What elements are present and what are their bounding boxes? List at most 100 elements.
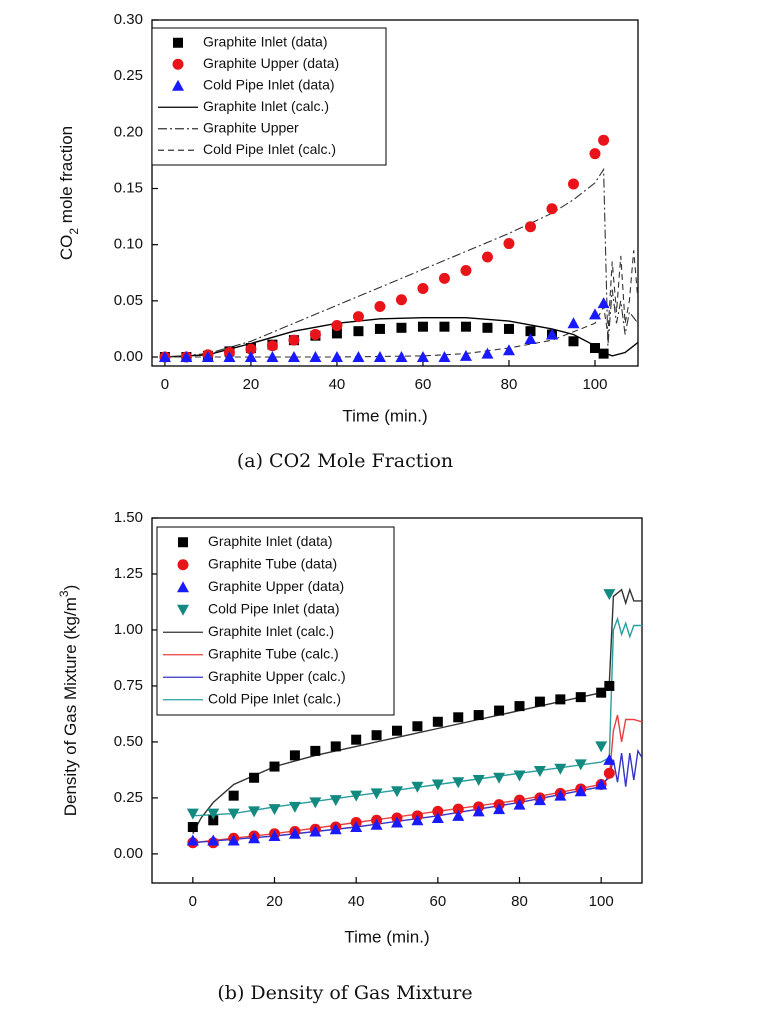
x-axis-label: Time (min.)	[344, 927, 429, 946]
data-point	[524, 333, 537, 345]
data-point	[494, 705, 505, 716]
data-point	[350, 790, 363, 802]
legend-label: Cold Pipe Inlet (calc.)	[208, 690, 341, 706]
data-point	[352, 311, 364, 323]
x-tick-label: 80	[511, 893, 528, 910]
data-point	[309, 825, 322, 837]
data-point	[396, 322, 407, 333]
series-line	[192, 748, 642, 844]
data-point	[417, 321, 428, 332]
data-point	[228, 790, 239, 801]
data-point	[534, 696, 545, 707]
x-axis-label: Time (min.)	[342, 406, 427, 425]
data-point	[370, 818, 383, 830]
x-tick-label: 0	[189, 893, 197, 910]
data-point	[438, 272, 450, 284]
data-point	[207, 808, 220, 820]
y-tick-label: 1.00	[114, 621, 143, 638]
data-point	[416, 351, 429, 363]
data-point	[473, 710, 484, 721]
x-tick-label: 60	[415, 376, 432, 393]
data-point	[452, 809, 465, 821]
data-point	[481, 251, 493, 263]
data-point	[481, 347, 494, 359]
data-point	[248, 832, 261, 844]
data-point	[604, 680, 615, 691]
data-point	[207, 834, 220, 846]
data-point	[289, 750, 300, 761]
y-tick-label: 0.10	[114, 236, 143, 253]
data-point	[330, 741, 341, 752]
legend-label: Graphite Inlet (calc.)	[208, 623, 334, 639]
data-point	[460, 265, 472, 277]
data-point	[452, 777, 465, 789]
data-point	[331, 328, 342, 339]
data-point	[598, 134, 610, 146]
data-point	[329, 795, 342, 807]
data-point	[431, 779, 444, 791]
x-tick-label: 20	[266, 893, 283, 910]
data-point	[249, 772, 260, 783]
data-point	[351, 734, 362, 745]
data-point	[177, 604, 189, 616]
data-point	[546, 203, 558, 215]
legend-label: Graphite Inlet (calc.)	[203, 98, 329, 114]
legend-label: Graphite Upper (calc.)	[208, 668, 346, 684]
x-tick-label: 0	[161, 376, 169, 393]
data-point	[438, 351, 451, 363]
data-point	[595, 741, 608, 753]
data-point	[502, 344, 515, 356]
legend: Graphite Inlet (data) Graphite Upper (dat…	[151, 27, 387, 166]
data-point	[555, 694, 566, 705]
data-point	[411, 781, 424, 793]
data-point	[567, 178, 579, 190]
data-point	[288, 827, 301, 839]
data-point	[575, 692, 586, 703]
data-point	[172, 79, 184, 91]
y-tick-label: 1.25	[114, 565, 143, 582]
legend-label: Graphite Upper	[203, 119, 299, 135]
data-point	[554, 763, 567, 775]
data-point	[524, 221, 536, 233]
data-point	[554, 789, 567, 801]
legend-label: Cold Pipe Inlet (calc.)	[203, 141, 336, 157]
data-point	[453, 712, 464, 723]
data-point	[589, 343, 600, 354]
data-point	[287, 351, 300, 363]
y-axis-label: Density of Gas Mixture (kg/m3)	[57, 585, 80, 817]
data-point	[603, 589, 616, 601]
legend-box	[151, 27, 387, 166]
data-point	[432, 716, 443, 727]
data-point	[417, 282, 429, 294]
data-point	[597, 297, 610, 309]
data-point	[431, 812, 444, 824]
data-point	[180, 351, 193, 363]
y-axis-label-part: CO	[57, 235, 76, 261]
data-point	[439, 321, 450, 332]
data-point	[603, 767, 615, 779]
data-point	[266, 351, 279, 363]
plot-area	[186, 587, 642, 849]
legend-label: Graphite Upper (data)	[208, 578, 344, 594]
y-axis-label-part: 3	[57, 590, 71, 597]
x-tick-label: 100	[589, 893, 614, 910]
data-point	[574, 785, 587, 797]
data-point	[411, 814, 424, 826]
y-axis-label-part: )	[61, 585, 80, 591]
data-point	[533, 794, 546, 806]
legend-label: Graphite Upper (data)	[203, 55, 339, 71]
data-point	[533, 766, 546, 778]
data-point	[245, 343, 257, 355]
data-point	[309, 797, 322, 809]
y-tick-label: 0.20	[114, 123, 143, 140]
data-point	[514, 701, 525, 712]
data-point	[201, 351, 214, 363]
caption: (a) CO2 Mole Fraction	[237, 450, 453, 472]
x-tick-label: 20	[243, 376, 260, 393]
y-tick-label: 0.25	[114, 67, 143, 84]
data-point	[331, 320, 343, 332]
data-point	[595, 778, 608, 790]
data-point	[567, 317, 580, 329]
y-tick-label: 1.50	[114, 509, 143, 526]
